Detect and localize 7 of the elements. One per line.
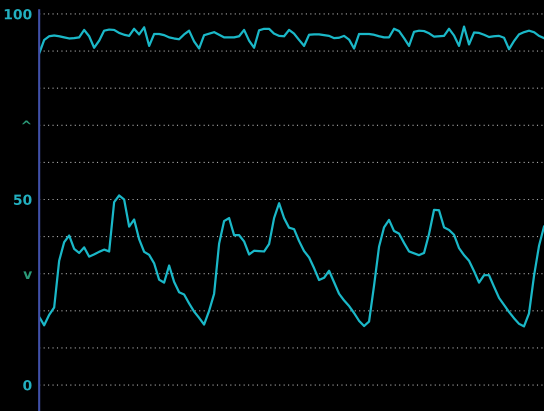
line-series [39, 25, 544, 55]
y-tick-label: 50 [14, 194, 32, 205]
y-tick-label: 100 [4, 8, 32, 20]
y-tick-label: 0 [23, 380, 32, 390]
line-series [39, 194, 544, 328]
y-tick-label: ^ [22, 120, 31, 124]
y-tick-label: v [23, 271, 32, 279]
